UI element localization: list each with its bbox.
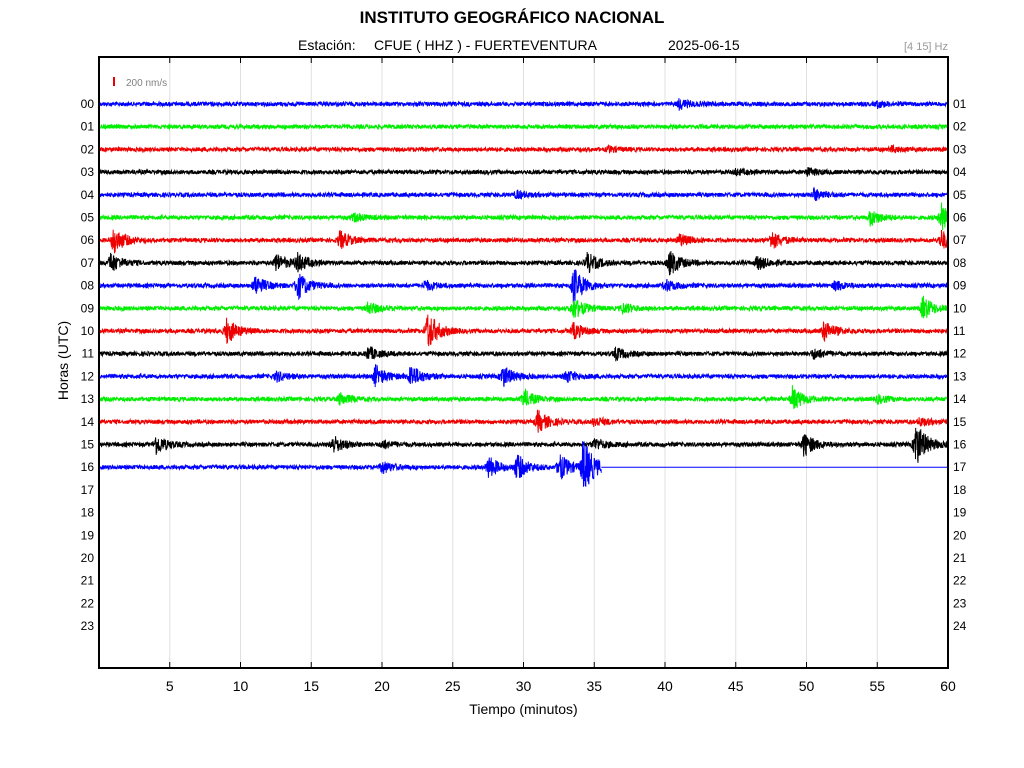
- hour-label-right: 03: [953, 142, 967, 156]
- filter-band-label: [4 15] Hz: [903, 41, 948, 53]
- hour-label-right: 13: [953, 369, 967, 383]
- hour-label-right: 09: [953, 279, 967, 293]
- hour-label-left: 17: [81, 483, 95, 497]
- hour-label-right: 15: [953, 415, 967, 429]
- hour-label-left: 18: [81, 506, 95, 520]
- trace-hour-16: [98, 441, 602, 487]
- hour-label-right: 22: [953, 574, 967, 588]
- trace-hour-00: [98, 98, 949, 111]
- hour-label-left: 01: [81, 120, 95, 134]
- trace-hour-13: [98, 385, 949, 410]
- hour-label-right: 11: [953, 324, 966, 338]
- y-axis-label: Horas (UTC): [55, 321, 71, 400]
- hour-label-right: 21: [953, 551, 967, 565]
- trace-hour-03: [98, 167, 949, 177]
- hour-label-right: 06: [953, 211, 967, 225]
- scale-bar-label: 200 nm/s: [126, 78, 167, 89]
- trace-hour-10: [98, 314, 949, 347]
- hour-label-right: 20: [953, 528, 967, 542]
- hour-label-left: 06: [81, 233, 95, 247]
- x-tick-label: 20: [374, 678, 390, 694]
- x-tick-label: 45: [728, 678, 744, 694]
- chart-date: 2025-06-15: [668, 37, 740, 53]
- hour-label-left: 21: [81, 574, 95, 588]
- station-label: Estación:: [298, 37, 356, 53]
- x-tick-label: 15: [303, 678, 319, 694]
- hour-label-left: 02: [81, 142, 95, 156]
- hour-label-left: 03: [81, 165, 95, 179]
- trace-hour-05: [98, 202, 949, 231]
- hour-label-right: 18: [953, 483, 967, 497]
- hour-label-left: 08: [81, 279, 95, 293]
- hour-label-left: 20: [81, 551, 95, 565]
- x-tick-label: 60: [940, 678, 956, 694]
- hour-label-right: 07: [953, 233, 967, 247]
- hour-label-left: 04: [81, 188, 95, 202]
- hour-label-right: 12: [953, 347, 967, 361]
- trace-hour-08: [98, 269, 949, 303]
- trace-hour-15: [98, 427, 949, 463]
- hour-label-left: 16: [81, 460, 95, 474]
- trace-hour-12: [98, 364, 949, 388]
- x-tick-label: 10: [233, 678, 249, 694]
- hour-label-right: 04: [953, 165, 967, 179]
- hour-label-left: 23: [81, 619, 95, 633]
- chart-title: INSTITUTO GEOGRÁFICO NACIONAL: [359, 8, 665, 27]
- x-tick-label: 40: [657, 678, 673, 694]
- hour-label-right: 24: [953, 619, 967, 633]
- hour-label-left: 14: [81, 415, 95, 429]
- x-tick-label: 5: [166, 678, 174, 694]
- hour-label-right: 16: [953, 438, 967, 452]
- trace-hour-04: [98, 186, 949, 202]
- hour-label-left: 22: [81, 596, 95, 610]
- hour-label-left: 00: [81, 97, 95, 111]
- x-tick-label: 30: [516, 678, 532, 694]
- x-axis-label: Tiempo (minutos): [469, 701, 577, 717]
- x-tick-label: 35: [586, 678, 602, 694]
- trace-hour-02: [98, 143, 949, 154]
- hour-label-left: 09: [81, 301, 95, 315]
- trace-hour-09: [98, 295, 949, 319]
- hour-label-right: 05: [953, 188, 967, 202]
- trace-hour-06: [98, 229, 949, 254]
- hour-label-right: 08: [953, 256, 967, 270]
- hour-label-left: 07: [81, 256, 95, 270]
- hour-label-left: 11: [82, 347, 95, 361]
- hour-label-right: 23: [953, 596, 967, 610]
- hour-label-left: 15: [81, 438, 95, 452]
- trace-hour-01: [98, 122, 949, 131]
- x-tick-label: 50: [799, 678, 815, 694]
- hour-label-left: 05: [81, 211, 95, 225]
- hour-label-right: 01: [953, 97, 967, 111]
- hour-label-right: 02: [953, 120, 967, 134]
- x-tick-label: 55: [869, 678, 885, 694]
- hour-label-right: 17: [953, 460, 967, 474]
- hour-label-right: 10: [953, 301, 967, 315]
- hour-label-right: 14: [953, 392, 967, 406]
- trace-hour-07: [98, 251, 949, 276]
- hour-label-left: 13: [81, 392, 95, 406]
- trace-hour-14: [98, 409, 949, 433]
- hour-label-right: 19: [953, 506, 967, 520]
- hour-label-left: 19: [81, 528, 95, 542]
- hour-label-left: 10: [81, 324, 95, 338]
- x-tick-label: 25: [445, 678, 461, 694]
- station-name: CFUE ( HHZ ) - FUERTEVENTURA: [374, 37, 597, 53]
- trace-hour-11: [98, 346, 949, 362]
- hour-label-left: 12: [81, 369, 95, 383]
